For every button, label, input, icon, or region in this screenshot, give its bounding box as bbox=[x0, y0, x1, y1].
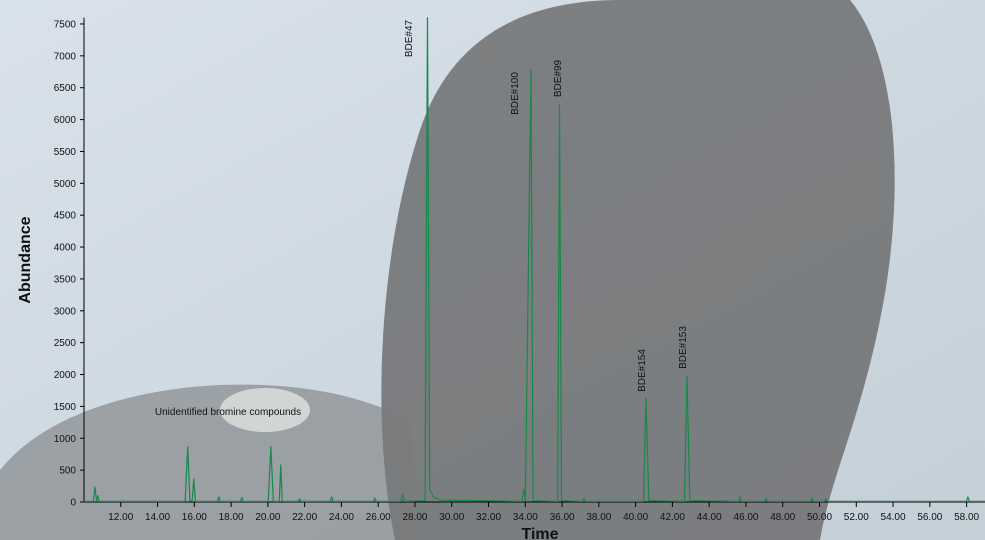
y-tick-label: 1000 bbox=[54, 434, 77, 445]
x-tick-label: 12.00 bbox=[108, 512, 133, 523]
x-tick-label: 32.00 bbox=[476, 512, 501, 523]
x-tick-label: 20.00 bbox=[255, 512, 280, 523]
y-tick-label: 3000 bbox=[54, 306, 77, 317]
x-tick-label: 40.00 bbox=[623, 512, 648, 523]
y-tick-label: 3500 bbox=[54, 274, 77, 285]
x-tick-label: 58.00 bbox=[954, 512, 979, 523]
y-axis-label: Abundance bbox=[17, 216, 34, 303]
x-tick-label: 26.00 bbox=[366, 512, 391, 523]
x-tick-label: 46.00 bbox=[733, 512, 758, 523]
x-tick-label: 42.00 bbox=[660, 512, 685, 523]
y-tick-label: 2000 bbox=[54, 370, 77, 381]
y-tick-label: 4000 bbox=[54, 243, 77, 254]
x-tick-label: 38.00 bbox=[586, 512, 611, 523]
x-axis-label: Time bbox=[521, 526, 558, 540]
x-tick-label: 22.00 bbox=[292, 512, 317, 523]
x-tick-label: 54.00 bbox=[881, 512, 906, 523]
peak-annotation: BDE#100 bbox=[510, 72, 521, 115]
peak-annotation: BDE#47 bbox=[404, 19, 415, 57]
x-tick-label: 28.00 bbox=[402, 512, 427, 523]
peak-annotation: BDE#99 bbox=[553, 59, 564, 97]
x-tick-label: 14.00 bbox=[145, 512, 170, 523]
x-tick-label: 36.00 bbox=[550, 512, 575, 523]
y-tick-label: 6500 bbox=[54, 83, 77, 94]
y-tick-label: 4500 bbox=[54, 211, 77, 222]
y-tick-label: 2500 bbox=[54, 338, 77, 349]
x-tick-label: 18.00 bbox=[219, 512, 244, 523]
y-tick-label: 7500 bbox=[54, 19, 77, 30]
y-tick-label: 0 bbox=[70, 498, 76, 509]
peak-annotation: BDE#154 bbox=[637, 349, 648, 392]
x-tick-label: 50.00 bbox=[807, 512, 832, 523]
x-tick-label: 30.00 bbox=[439, 512, 464, 523]
chart: 0 500 1000 1500 2000 2500 3000 3500 4000 4500 5000… bbox=[0, 0, 985, 540]
y-tick-label: 1500 bbox=[54, 402, 77, 413]
x-tick-label: 34.00 bbox=[513, 512, 538, 523]
peak-annotation: BDE#153 bbox=[678, 326, 689, 369]
x-tick-label: 52.00 bbox=[844, 512, 869, 523]
y-tick-label: 5500 bbox=[54, 147, 77, 158]
peak-annotation: Unidentified bromine compounds bbox=[155, 407, 301, 418]
y-tick-label: 7000 bbox=[54, 51, 77, 62]
x-tick-label: 24.00 bbox=[329, 512, 354, 523]
y-tick-label: 5000 bbox=[54, 179, 77, 190]
x-tick-label: 48.00 bbox=[770, 512, 795, 523]
y-tick-label: 500 bbox=[59, 466, 76, 477]
photo-silhouette bbox=[381, 0, 894, 540]
y-tick-label: 6000 bbox=[54, 115, 77, 126]
x-tick-label: 16.00 bbox=[182, 512, 207, 523]
x-tick-label: 56.00 bbox=[917, 512, 942, 523]
x-tick-label: 44.00 bbox=[697, 512, 722, 523]
